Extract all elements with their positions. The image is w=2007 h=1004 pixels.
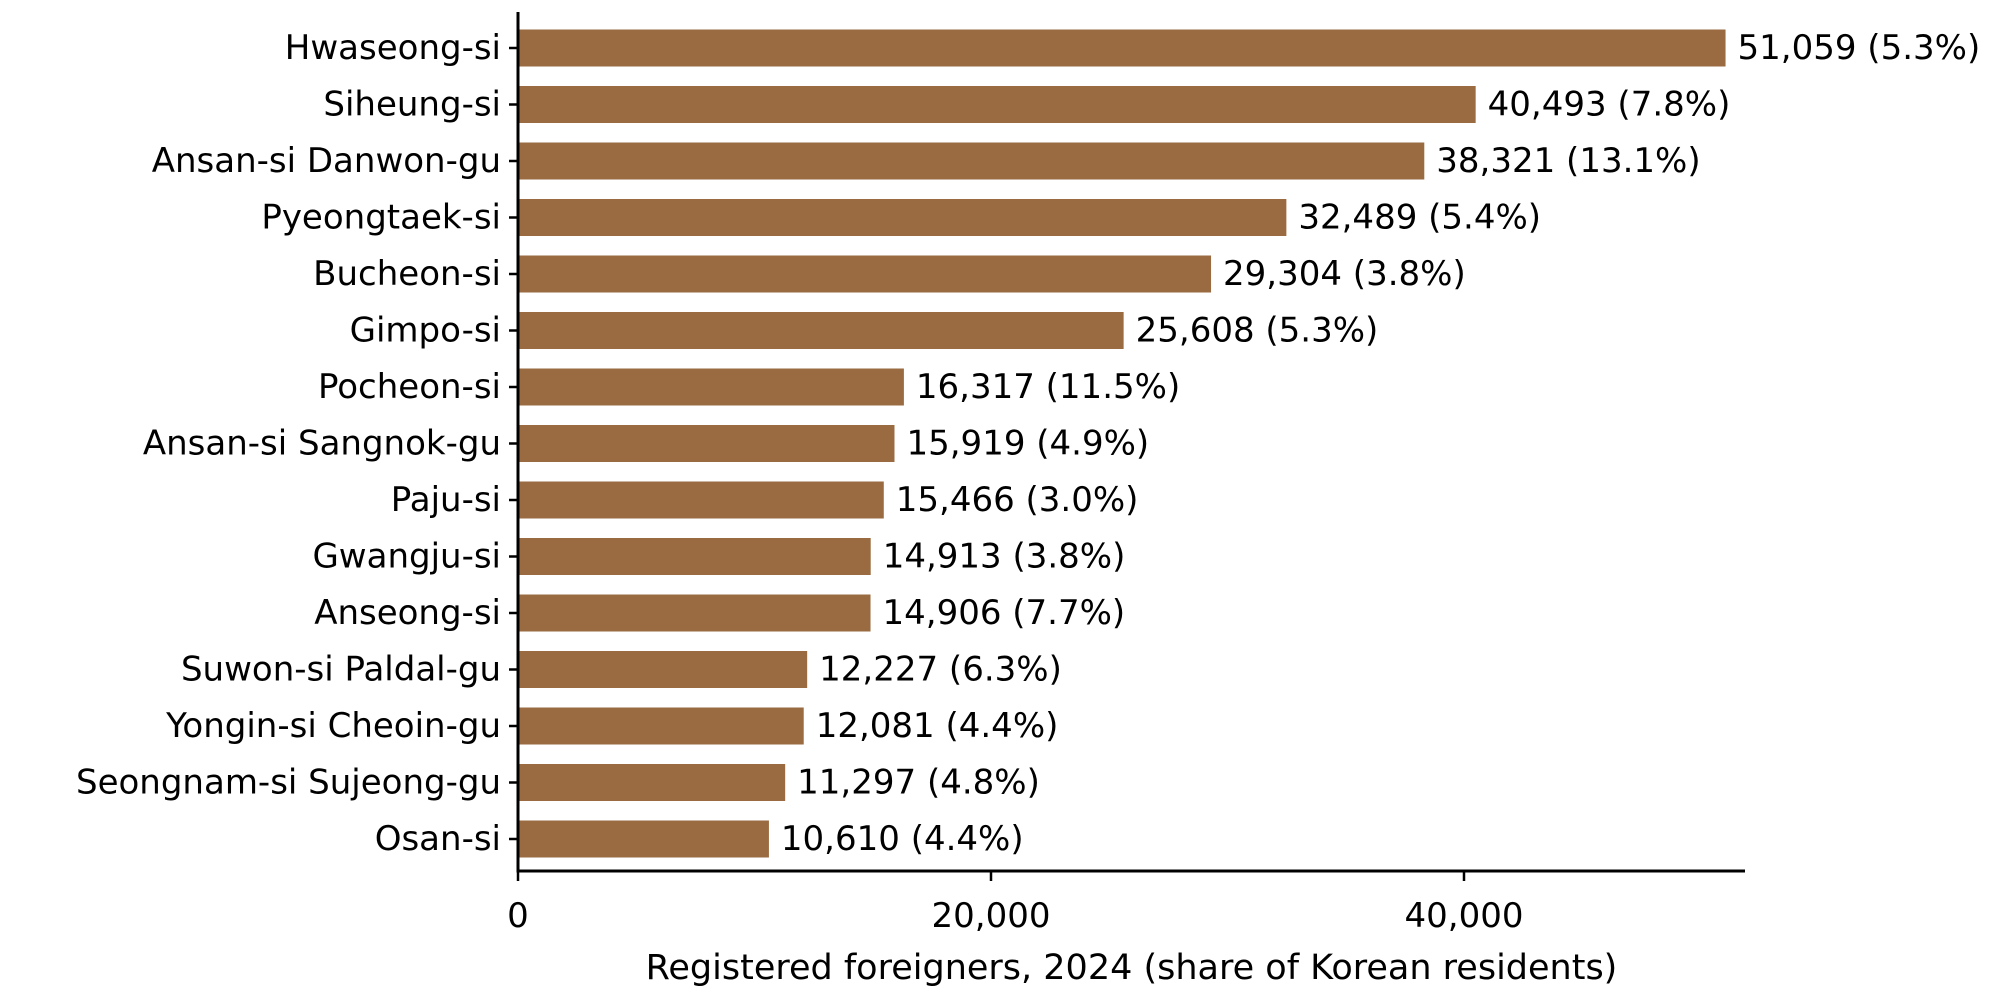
category-label: Yongin-si Cheoin-gu [165, 706, 501, 746]
category-label: Seongnam-si Sujeong-gu [76, 763, 501, 803]
bar [518, 651, 808, 688]
bar [518, 538, 871, 575]
x-tick-label: 20,000 [932, 896, 1051, 936]
category-label: Pocheon-si [318, 367, 501, 407]
category-label: Siheung-si [323, 85, 501, 125]
data-label: 15,919 (4.9%) [906, 424, 1149, 464]
category-label: Pyeongtaek-si [261, 198, 501, 238]
axes: 0 20,000 40,000 [507, 12, 1745, 936]
category-label: Ansan-si Sangnok-gu [143, 424, 501, 464]
bar [518, 142, 1425, 180]
x-axis-title: Registered foreigners, 2024 (share of Ko… [646, 948, 1618, 988]
data-label: 14,906 (7.7%) [883, 593, 1126, 633]
x-tick-label: 0 [507, 896, 529, 936]
category-label: Gimpo-si [350, 311, 501, 351]
category-label: Hwaseong-si [285, 28, 501, 68]
category-label: Suwon-si Paldal-gu [181, 650, 501, 690]
x-tick-label: 40,000 [1405, 896, 1524, 936]
bar [518, 86, 1476, 123]
bar [518, 312, 1124, 349]
data-label: 29,304 (3.8%) [1223, 254, 1466, 294]
bar [518, 481, 884, 519]
bar [518, 820, 769, 858]
data-label: 14,913 (3.8%) [883, 537, 1126, 577]
category-label: Gwangju-si [312, 537, 501, 577]
bar [518, 368, 904, 406]
bar [518, 425, 895, 462]
data-label: 10,610 (4.4%) [781, 819, 1024, 859]
category-labels: Hwaseong-si Siheung-si Ansan-si Danwon-gu P… [76, 28, 501, 859]
bar [518, 707, 804, 745]
category-label: Bucheon-si [313, 254, 501, 294]
bar [518, 594, 871, 632]
bar [518, 29, 1726, 67]
data-label: 15,466 (3.0%) [896, 480, 1139, 520]
data-label: 32,489 (5.4%) [1298, 198, 1541, 238]
data-label: 12,081 (4.4%) [816, 706, 1059, 746]
data-label: 25,608 (5.3%) [1136, 311, 1379, 351]
bar [518, 255, 1212, 293]
bar [518, 199, 1287, 236]
category-label: Ansan-si Danwon-gu [152, 141, 501, 181]
value-labels: 51,059 (5.3%)40,493 (7.8%) 38,321 (13.1%)… [781, 28, 1980, 859]
data-label: 38,321 (13.1%) [1436, 141, 1700, 181]
data-label: 12,227 (6.3%) [819, 650, 1062, 690]
data-label: 40,493 (7.8%) [1488, 85, 1731, 125]
category-label: Anseong-si [314, 593, 501, 633]
data-label: 16,317 (11.5%) [916, 367, 1180, 407]
bars-layer [518, 29, 1726, 858]
bar [518, 764, 786, 801]
category-label: Paju-si [391, 480, 501, 520]
data-label: 51,059 (5.3%) [1738, 28, 1981, 68]
data-label: 11,297 (4.8%) [797, 763, 1040, 803]
category-label: Osan-si [375, 819, 501, 859]
